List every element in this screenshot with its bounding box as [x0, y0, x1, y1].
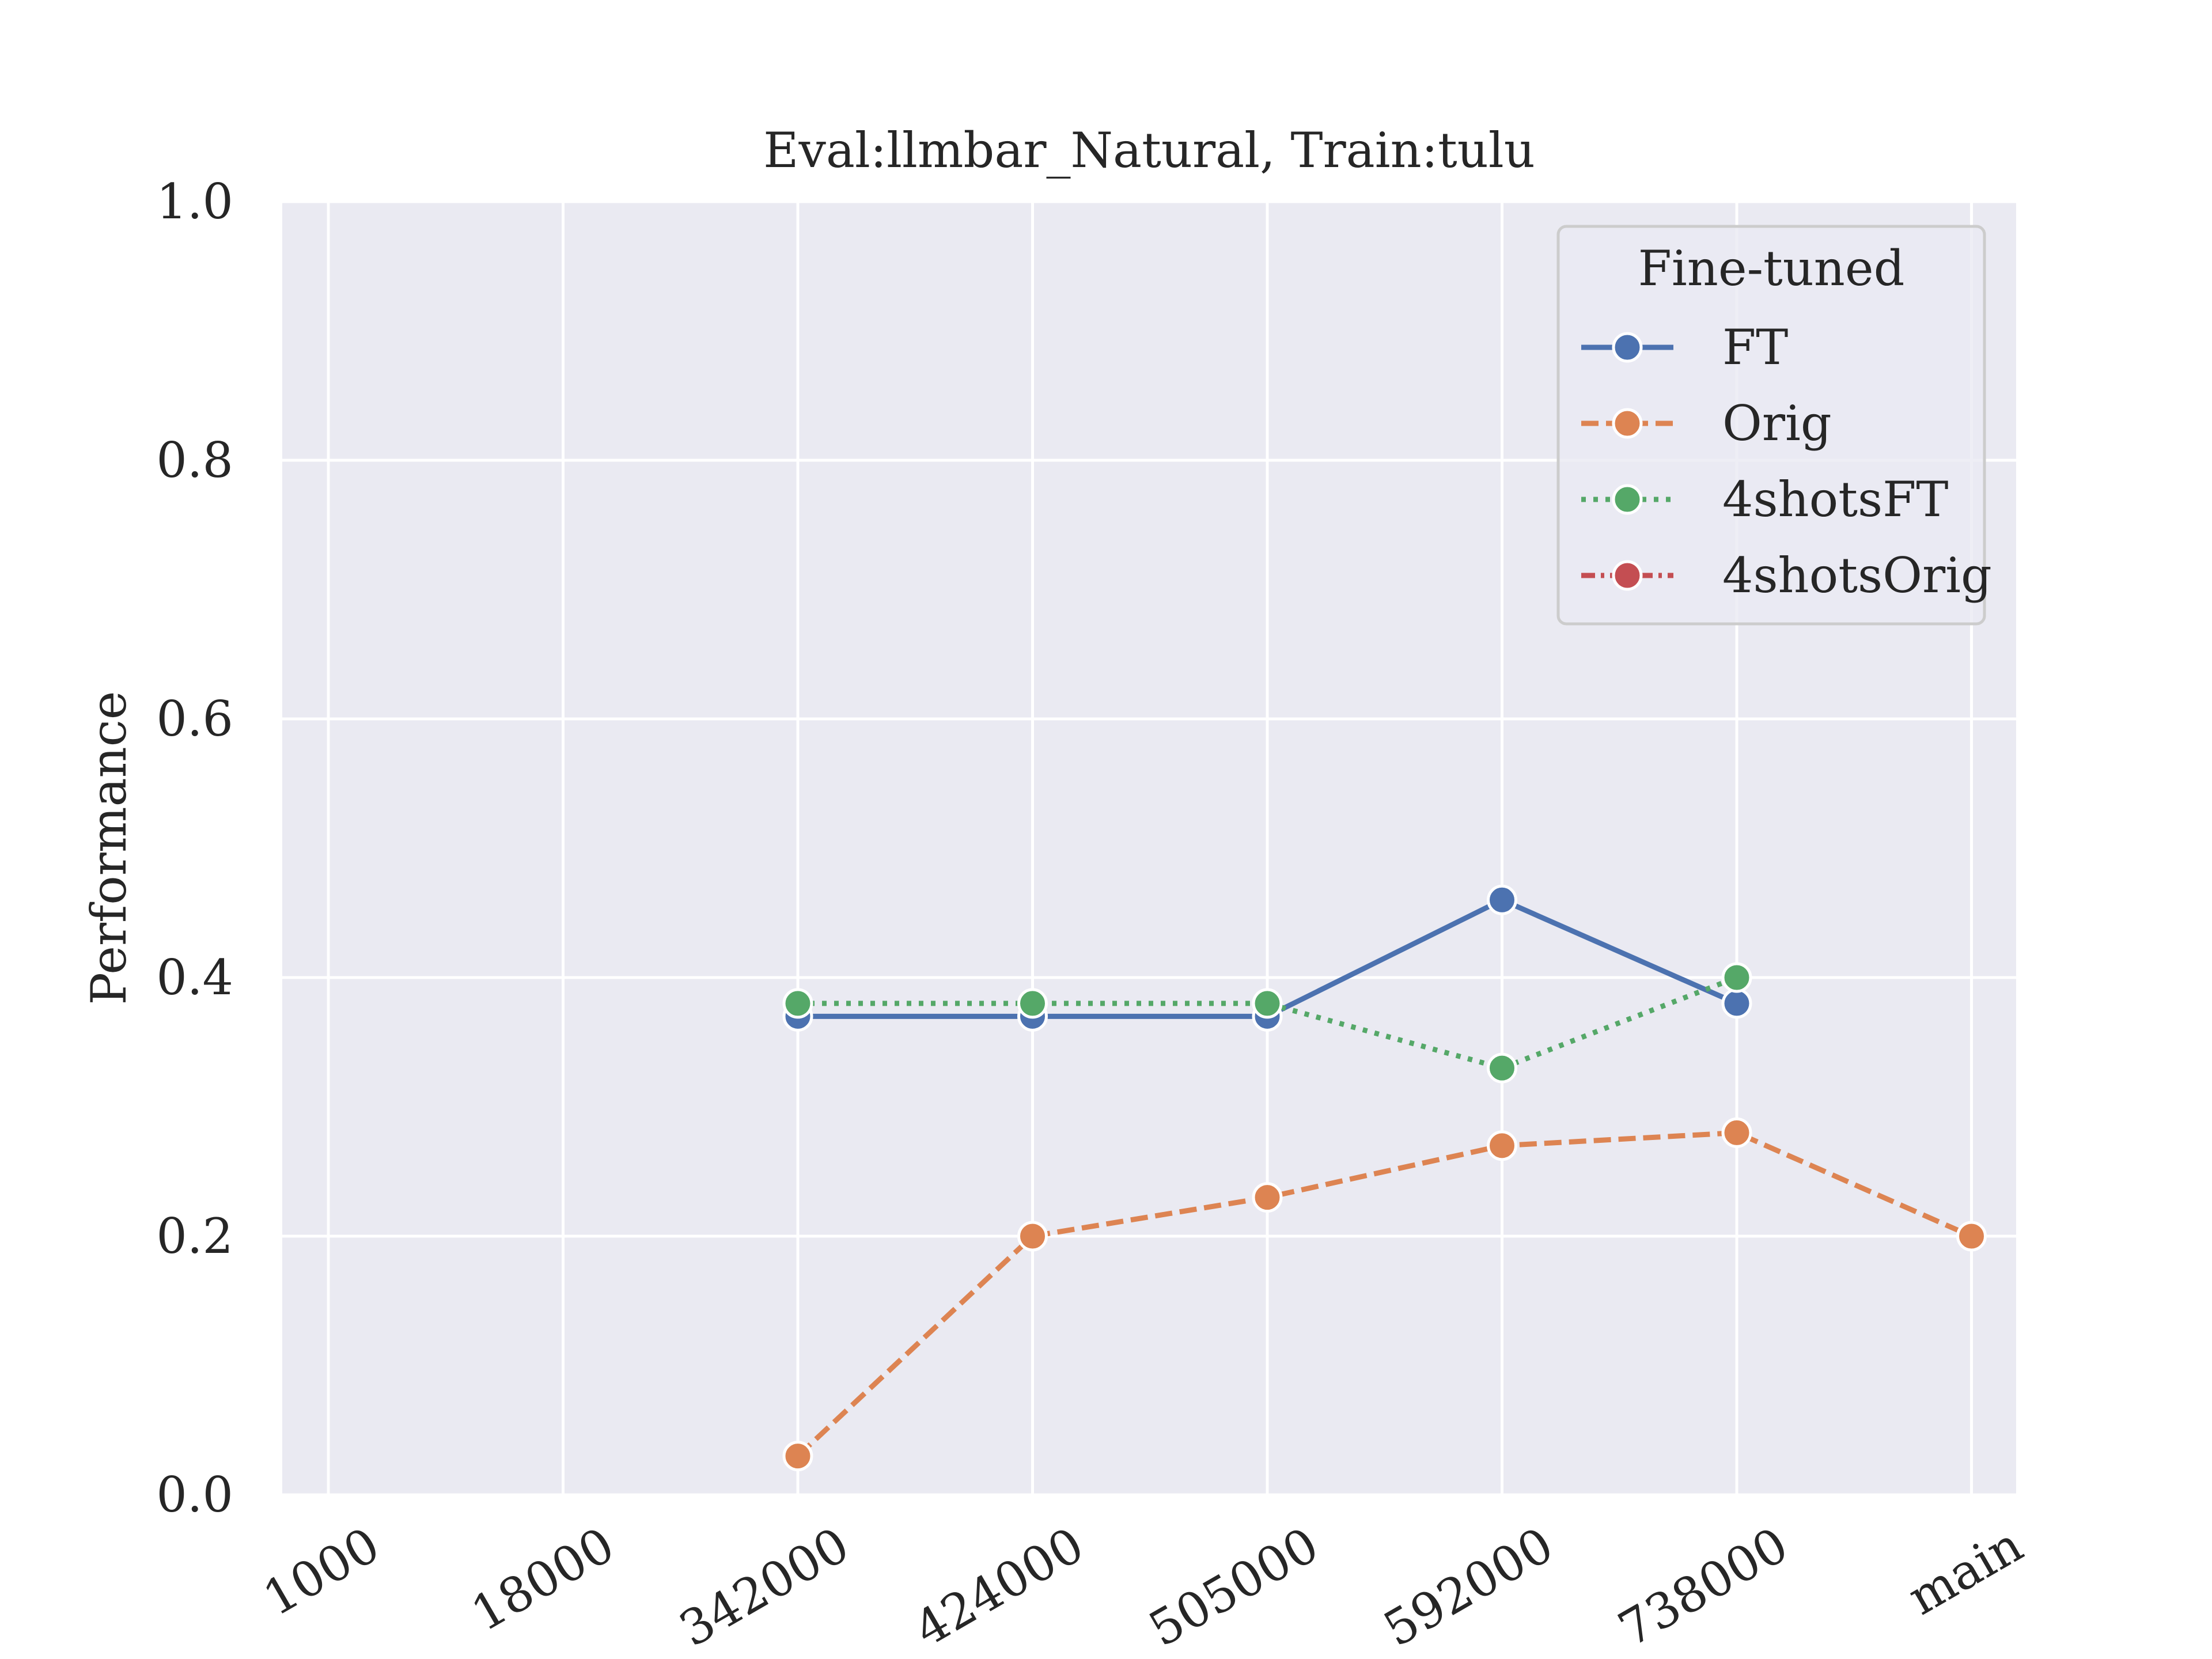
series-layer — [782, 884, 1987, 1472]
y-tick-label: 0.4 — [156, 949, 233, 1006]
data-point — [782, 1441, 813, 1472]
data-point — [1017, 988, 1048, 1019]
y-tick-label: 0.2 — [156, 1208, 233, 1264]
data-point — [1487, 884, 1517, 915]
data-point — [1721, 988, 1752, 1019]
legend-item: Orig — [1581, 395, 1832, 452]
legend-label: FT — [1722, 319, 1788, 376]
legend-marker — [1612, 332, 1643, 363]
legend-marker — [1612, 560, 1643, 591]
y-tick-label: 0.8 — [156, 432, 233, 488]
y-tick-label: 0.6 — [156, 691, 233, 747]
series-line — [796, 1130, 1973, 1458]
legend-label: 4shotsOrig — [1722, 547, 1992, 604]
y-axis-ticks: 0.0 0.2 0.4 0.6 0.8 1.0 — [156, 173, 233, 1523]
series-4shotsFT — [782, 962, 1752, 1084]
legend-frame — [1556, 225, 1986, 626]
series-Orig — [782, 1117, 1987, 1472]
y-tick-label: 0.0 — [156, 1467, 233, 1523]
y-axis-label: Performance — [81, 691, 137, 1005]
data-point — [1487, 1130, 1517, 1161]
legend-marker — [1612, 484, 1643, 515]
data-point — [1252, 988, 1283, 1019]
data-point — [1956, 1221, 1987, 1252]
data-point — [1252, 1182, 1283, 1213]
legend-item: FT — [1581, 319, 1788, 376]
data-point — [1017, 1221, 1048, 1252]
legend-item: 4shotsOrig — [1581, 547, 1992, 604]
chart-title: Eval:llmbar_Natural, Train:tulu — [763, 122, 1535, 179]
legend-label: 4shotsFT — [1722, 471, 1948, 528]
legend-marker — [1612, 408, 1643, 439]
legend-item: 4shotsFT — [1581, 471, 1948, 528]
legend-label: Orig — [1722, 395, 1832, 452]
data-point — [1487, 1052, 1517, 1084]
data-point — [1721, 962, 1752, 993]
data-point — [782, 988, 813, 1019]
y-tick-label: 1.0 — [156, 173, 233, 230]
data-point — [1721, 1117, 1752, 1148]
legend: Fine-tuned FT Orig 4shotsFT 4shotsOrig — [1556, 225, 1992, 626]
legend-title: Fine-tuned — [1638, 240, 1905, 297]
